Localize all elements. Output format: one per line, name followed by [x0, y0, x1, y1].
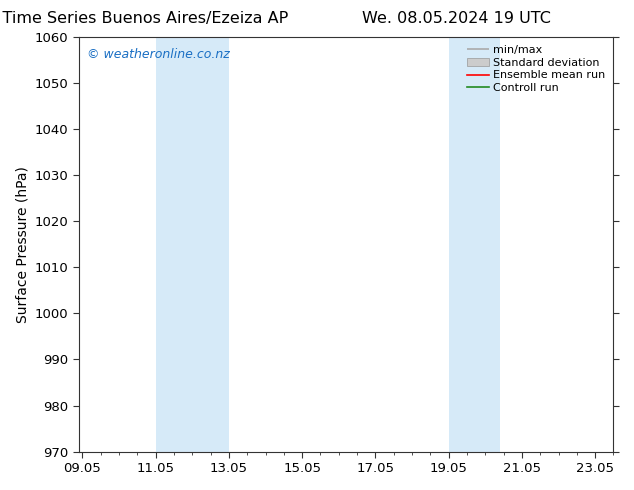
Legend: min/max, Standard deviation, Ensemble mean run, Controll run: min/max, Standard deviation, Ensemble me… [465, 43, 608, 96]
Text: ENS Time Series Buenos Aires/Ezeiza AP: ENS Time Series Buenos Aires/Ezeiza AP [0, 11, 288, 26]
Bar [449, 37, 500, 452]
Bar [155, 37, 229, 452]
Text: We. 08.05.2024 19 UTC: We. 08.05.2024 19 UTC [362, 11, 551, 26]
Y-axis label: Surface Pressure (hPa): Surface Pressure (hPa) [15, 166, 29, 323]
Text: © weatheronline.co.nz: © weatheronline.co.nz [87, 48, 230, 60]
